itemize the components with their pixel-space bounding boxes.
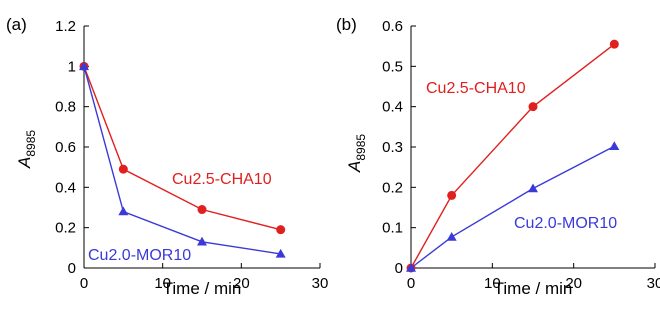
y-tick-label-b: 0.6 [382, 18, 403, 35]
series-line-a-0 [83, 66, 281, 231]
y-tick-label-a: 0 [68, 260, 76, 277]
data-point-b-0 [528, 102, 538, 112]
y-tick-label-a: 0.4 [55, 179, 76, 196]
series-label-cha10-a: Cu2.5-CHA10 [172, 171, 272, 188]
x-tick-label-b: 20 [565, 275, 582, 292]
panel-a: (a) 0 0.2 0.4 0.6 0.8 1 1.2 0 10 20 30 Cu2.5-CHA10… [6, 15, 328, 298]
panel-b-marks [406, 39, 620, 273]
data-point-b-0 [609, 39, 619, 49]
data-point-b-0 [447, 190, 457, 200]
y-axis-title-a: A8985 [15, 130, 38, 169]
x-tick-label-b: 0 [407, 275, 415, 292]
x-tick-label-a: 0 [80, 275, 88, 292]
y-tick-label-a: 1 [68, 58, 76, 75]
data-point-a-0 [197, 205, 207, 215]
y-tick-label-b: 0.3 [382, 139, 403, 156]
panel-b: (b) 0 0.1 0.2 0.3 0.4 0.5 0.6 0 10 20 30 Cu2.5-CHA… [336, 15, 660, 298]
series-line-a-1 [83, 66, 281, 255]
data-point-a-1 [118, 206, 129, 216]
data-point-a-1 [197, 236, 207, 246]
y-tick-label-b: 0 [395, 260, 403, 277]
data-point-b-1 [609, 141, 620, 150]
data-point-b-1 [528, 183, 538, 193]
series-label-mor10-a: Cu2.0-MOR10 [88, 247, 191, 264]
y-axis-title-main-a: A [15, 157, 34, 169]
y-tick-label-a: 0.6 [55, 139, 76, 156]
x-axis-title-a: Time / min [163, 279, 242, 298]
data-point-a-0 [276, 225, 286, 235]
series-label-mor10-b: Cu2.0-MOR10 [514, 215, 617, 232]
y-tick-label-a: 0.8 [55, 99, 76, 116]
y-tick-label-b: 0.4 [382, 99, 403, 116]
panel-b-axes [410, 26, 655, 269]
panel-label-a: (a) [6, 15, 27, 34]
x-tick-label-a: 30 [312, 275, 329, 292]
series-line-b-1 [410, 145, 615, 269]
y-tick-label-b: 0.1 [382, 220, 403, 237]
y-tick-label-a: 0.2 [55, 220, 76, 237]
y-axis-title-b: A8985 [345, 134, 368, 173]
x-tick-label-a: 10 [154, 275, 171, 292]
y-axis-title-sub-b: 8985 [354, 134, 368, 161]
panel-b-ticks: 0 0.1 0.2 0.3 0.4 0.5 0.6 0 10 20 30 [382, 18, 660, 292]
panel-label-b: (b) [336, 15, 357, 34]
series-line-b-0 [410, 43, 615, 269]
data-point-b-1 [406, 263, 416, 272]
data-point-b-1 [446, 231, 457, 241]
x-tick-label-a: 20 [233, 275, 250, 292]
x-axis-title-b: Time / min [494, 279, 573, 298]
y-tick-label-a: 1.2 [55, 18, 76, 35]
x-tick-label-b: 30 [647, 275, 660, 292]
y-axis-title-sub-a: 8985 [24, 130, 38, 157]
data-point-a-1 [79, 61, 89, 71]
y-axis-title-main-b: A [345, 161, 364, 173]
series-label-cha10-b: Cu2.5-CHA10 [426, 80, 526, 97]
y-tick-label-b: 0.2 [382, 179, 403, 196]
data-point-a-0 [118, 164, 128, 174]
data-point-a-1 [275, 248, 286, 258]
y-tick-label-b: 0.5 [382, 58, 403, 75]
panel-a-marks [79, 61, 286, 258]
x-tick-label-b: 10 [484, 275, 501, 292]
